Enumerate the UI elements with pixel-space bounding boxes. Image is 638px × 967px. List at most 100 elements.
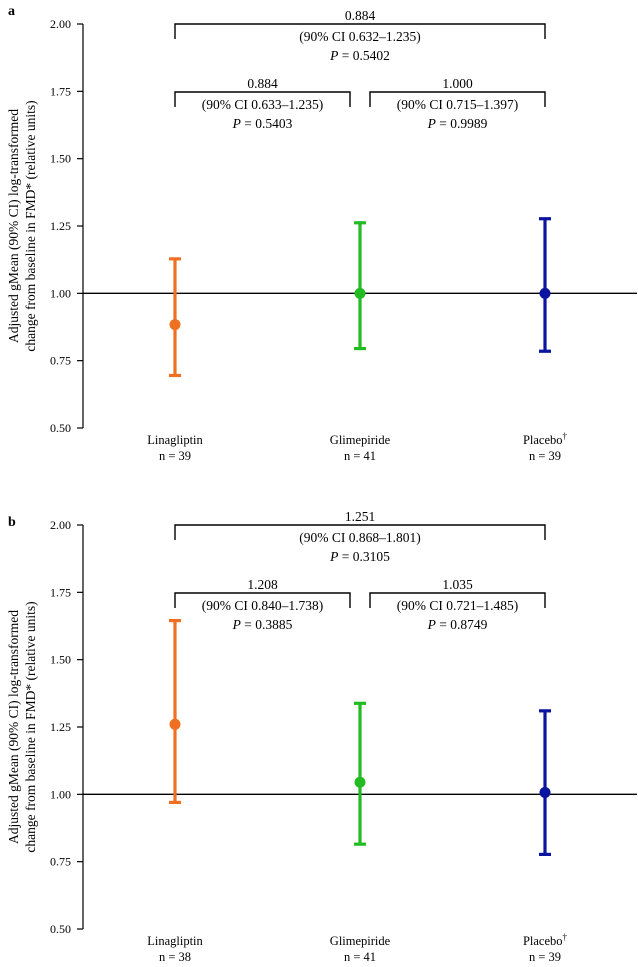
series-linagliptin [169, 257, 181, 378]
comparison-ratio: 0.884 [345, 8, 376, 23]
category-label: Placebo† [523, 932, 568, 948]
category-name: Placebo [523, 934, 563, 948]
category-name: Glimepiride [330, 934, 391, 948]
comparison-ci: (90% CI 0.721–1.485) [397, 598, 519, 613]
category-label: Linagliptin [147, 934, 203, 948]
data-point [169, 319, 181, 331]
data-point [354, 287, 366, 299]
comparison-ratio: 1.000 [442, 76, 473, 91]
panel-a: a 0.50 0.75 1.00 1.25 1.50 1.75 2.00 Adjusted gM… [6, 4, 637, 463]
category-name: Linagliptin [147, 934, 203, 948]
series-placebo [539, 709, 551, 856]
bracket-line [369, 91, 546, 107]
y-axis-label-line2: change from baseline in FMD* (relative u… [23, 601, 38, 852]
comparison-bracket: 1.251 (90% CI 0.868–1.801) P = 0.3105 [174, 509, 546, 564]
series-linagliptin [169, 619, 181, 805]
data-point [539, 786, 551, 798]
y-axis-label-line2: change from baseline in FMD* (relative u… [23, 100, 38, 351]
comparison-bracket: 1.000 (90% CI 0.715–1.397) P = 0.9989 [369, 76, 546, 131]
category-footnote-mark: † [563, 932, 568, 942]
y-tick-label: 1.50 [50, 152, 71, 166]
bracket-line [369, 592, 546, 608]
y-tick-label: 1.75 [50, 84, 71, 98]
comparison-ci: (90% CI 0.715–1.397) [397, 97, 519, 112]
series-glimepiride [354, 221, 366, 351]
y-tick-label: 0.75 [50, 855, 71, 869]
comparison-ci: (90% CI 0.868–1.801) [299, 530, 421, 545]
p-symbol: P [232, 617, 241, 632]
category-name: Glimepiride [330, 433, 391, 447]
y-tick-label: 1.00 [50, 787, 71, 801]
category-label: Glimepiride [330, 934, 391, 948]
y-axis-label-line1: Adjusted gMean (90% CI) log-transformed [6, 109, 21, 343]
category-name: Placebo [523, 433, 563, 447]
bracket-line [174, 23, 546, 39]
comparison-ci: (90% CI 0.633–1.235) [202, 97, 324, 112]
n-label: n = 41 [344, 950, 376, 964]
y-tick-label: 1.25 [50, 219, 71, 233]
bracket-line [174, 91, 351, 107]
comparison-bracket: 1.035 (90% CI 0.721–1.485) P = 0.8749 [369, 577, 546, 632]
y-axis-label-line1: Adjusted gMean (90% CI) log-transformed [6, 610, 21, 844]
y-tick-label: 0.50 [50, 421, 71, 435]
y-axis-label: Adjusted gMean (90% CI) log-transformed c… [6, 601, 38, 852]
category-label: Linagliptin [147, 433, 203, 447]
p-symbol: P [427, 116, 436, 131]
p-value: = 0.8749 [436, 617, 488, 632]
comparison-bracket: 0.884 (90% CI 0.633–1.235) P = 0.5403 [174, 76, 351, 131]
y-tick-label: 0.50 [50, 922, 71, 936]
comparison-ratio: 1.251 [345, 509, 375, 524]
panel-letter: b [8, 515, 16, 530]
category-label: Glimepiride [330, 433, 391, 447]
p-value: = 0.9989 [436, 116, 488, 131]
p-symbol: P [329, 549, 338, 564]
n-label: n = 39 [529, 950, 561, 964]
comparison-bracket: 1.208 (90% CI 0.840–1.738) P = 0.3885 [174, 577, 351, 632]
series-glimepiride [354, 701, 366, 846]
p-symbol: P [329, 48, 338, 63]
comparison-p: P = 0.3885 [232, 617, 293, 632]
comparison-p: P = 0.8749 [427, 617, 488, 632]
p-value: = 0.3885 [241, 617, 293, 632]
p-value: = 0.5402 [338, 48, 390, 63]
y-tick-label: 1.25 [50, 720, 71, 734]
data-point [169, 718, 181, 730]
y-tick-label: 1.50 [50, 653, 71, 667]
panel-letter: a [8, 4, 15, 19]
n-label: n = 39 [529, 449, 561, 463]
p-symbol: P [427, 617, 436, 632]
comparison-ci: (90% CI 0.840–1.738) [202, 598, 324, 613]
n-label: n = 38 [159, 950, 191, 964]
p-value: = 0.5403 [241, 116, 293, 131]
panel-b: b 0.50 0.75 1.00 1.25 1.50 1.75 2.00 Adjusted gM… [6, 509, 637, 964]
comparison-p: P = 0.9989 [427, 116, 488, 131]
n-label: n = 41 [344, 449, 376, 463]
data-point [354, 776, 366, 788]
comparison-p: P = 0.5402 [329, 48, 390, 63]
category-footnote-mark: † [563, 431, 568, 441]
n-label: n = 39 [159, 449, 191, 463]
y-tick-label: 1.00 [50, 286, 71, 300]
y-tick-label: 2.00 [50, 518, 71, 532]
comparison-ratio: 0.884 [247, 76, 278, 91]
series-placebo [539, 217, 551, 353]
y-axis-label: Adjusted gMean (90% CI) log-transformed c… [6, 100, 38, 351]
y-tick-label: 1.75 [50, 585, 71, 599]
comparison-ratio: 1.035 [442, 577, 473, 592]
category-label: Placebo† [523, 431, 568, 447]
comparison-bracket: 0.884 (90% CI 0.632–1.235) P = 0.5402 [174, 8, 546, 63]
comparison-p: P = 0.5403 [232, 116, 293, 131]
y-tick-label: 2.00 [50, 17, 71, 31]
comparison-p: P = 0.3105 [329, 549, 390, 564]
comparison-ratio: 1.208 [247, 577, 278, 592]
comparison-ci: (90% CI 0.632–1.235) [299, 29, 421, 44]
bracket-line [174, 524, 546, 540]
p-symbol: P [232, 116, 241, 131]
data-point [539, 287, 551, 299]
p-value: = 0.3105 [338, 549, 390, 564]
y-tick-label: 0.75 [50, 354, 71, 368]
category-name: Linagliptin [147, 433, 203, 447]
bracket-line [174, 592, 351, 608]
